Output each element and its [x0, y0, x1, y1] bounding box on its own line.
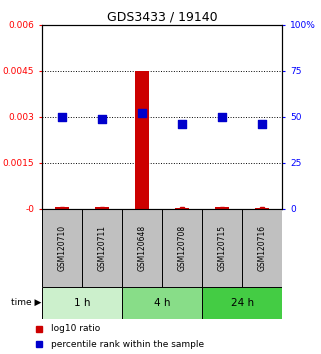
Text: 4 h: 4 h: [154, 298, 170, 308]
Text: percentile rank within the sample: percentile rank within the sample: [51, 339, 204, 349]
Bar: [162, 209, 202, 287]
Point: [220, 114, 225, 120]
Point: [260, 121, 265, 127]
Point: [180, 121, 185, 127]
Text: time ▶: time ▶: [11, 298, 41, 307]
Text: GSM120715: GSM120715: [218, 225, 227, 271]
Point: [100, 116, 105, 121]
Bar: [256, 208, 269, 209]
Bar: [95, 207, 109, 209]
Bar: [202, 209, 242, 287]
Bar: [122, 209, 162, 287]
Text: GSM120648: GSM120648: [137, 225, 147, 271]
Bar: [42, 287, 122, 319]
Point: [140, 110, 145, 116]
Bar: [122, 287, 202, 319]
Text: 1 h: 1 h: [74, 298, 90, 308]
Text: 24 h: 24 h: [231, 298, 254, 308]
Title: GDS3433 / 19140: GDS3433 / 19140: [107, 11, 217, 24]
Text: GSM120716: GSM120716: [258, 225, 267, 271]
Bar: [242, 209, 282, 287]
Text: GSM120711: GSM120711: [97, 225, 107, 271]
Point: [59, 114, 64, 120]
Bar: [202, 287, 282, 319]
Text: GSM120708: GSM120708: [178, 225, 187, 271]
Text: GSM120710: GSM120710: [57, 225, 66, 271]
Bar: [215, 207, 229, 209]
Bar: [135, 71, 149, 209]
Bar: [82, 209, 122, 287]
Text: log10 ratio: log10 ratio: [51, 324, 100, 333]
Bar: [175, 208, 189, 209]
Bar: [55, 207, 69, 209]
Bar: [42, 209, 82, 287]
